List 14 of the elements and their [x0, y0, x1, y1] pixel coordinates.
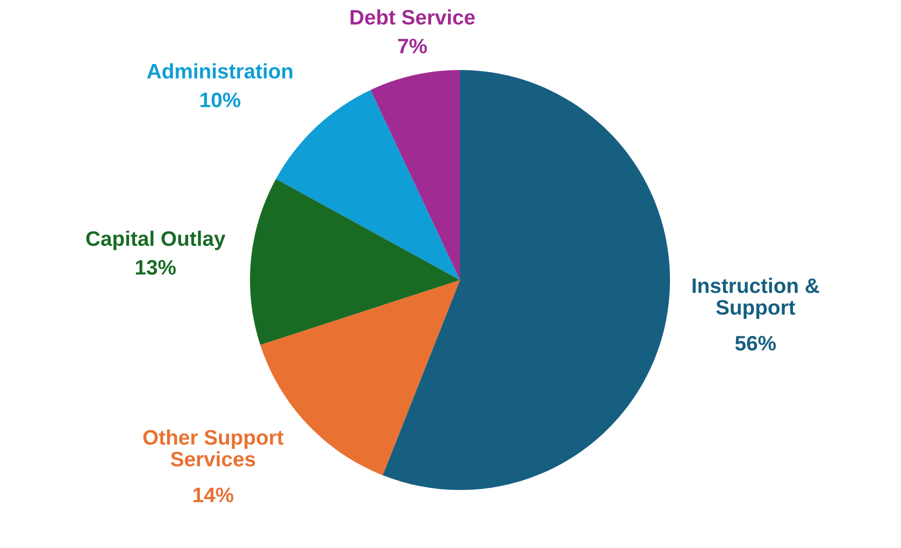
data-label: 7% — [398, 38, 427, 54]
data-label: 13% — [136, 260, 176, 275]
pie-slice — [370, 70, 460, 280]
data-label: 10% — [200, 92, 240, 108]
pie-slice — [276, 90, 460, 280]
data-label: 14% — [194, 488, 234, 502]
slice-label: Other Support Services — [143, 430, 284, 466]
slice-label: Instruction & Support — [692, 278, 820, 319]
pie-slice — [250, 178, 460, 345]
pie-slice — [382, 70, 670, 490]
slice-label: Administration — [147, 63, 292, 79]
slice-label: Debt Service — [350, 9, 475, 25]
data-label: 56% — [735, 336, 776, 351]
slice-label: Capital Outlay — [86, 230, 226, 250]
